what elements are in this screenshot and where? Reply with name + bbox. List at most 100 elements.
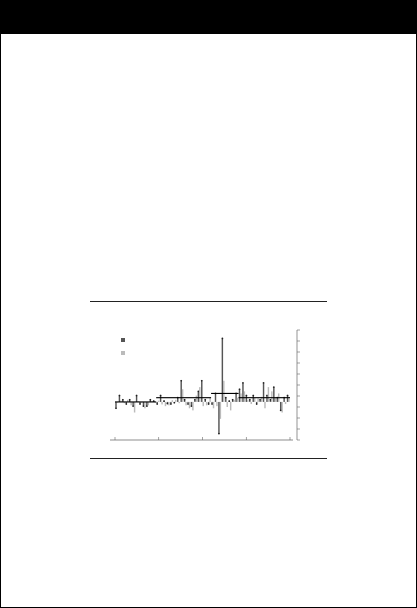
bar <box>264 401 266 409</box>
bar <box>122 399 124 402</box>
bar <box>274 397 276 402</box>
bar-marker <box>255 403 258 405</box>
bar <box>266 395 268 402</box>
bar <box>207 401 210 405</box>
bar <box>161 401 163 405</box>
bar <box>236 397 239 402</box>
bar <box>195 395 198 402</box>
bar <box>202 401 204 407</box>
bar <box>204 399 206 402</box>
bar <box>125 401 128 405</box>
bar <box>276 397 278 402</box>
bar <box>183 399 186 402</box>
bar-marker <box>197 390 200 393</box>
bar <box>187 401 189 405</box>
legend-swatch <box>121 338 125 342</box>
bar-marker <box>266 394 268 397</box>
bar <box>269 399 272 402</box>
bar-marker <box>169 403 172 405</box>
bar-marker <box>269 398 272 401</box>
bar <box>181 389 184 402</box>
bar <box>177 397 179 402</box>
bar <box>288 398 290 402</box>
bar <box>185 401 187 406</box>
bar <box>231 399 234 402</box>
bar-marker <box>194 398 196 401</box>
bar-marker <box>286 394 289 397</box>
bar-marker <box>183 398 186 401</box>
bar-marker <box>242 381 244 384</box>
bar-marker <box>248 398 251 401</box>
bar <box>194 399 196 402</box>
bar <box>123 401 126 404</box>
bar <box>199 387 201 402</box>
bar <box>238 389 241 402</box>
chart-canvas <box>110 329 300 441</box>
bar <box>255 401 258 405</box>
bar <box>157 400 160 402</box>
bar <box>188 401 191 409</box>
bar-marker <box>163 400 165 402</box>
bar-marker <box>200 379 203 382</box>
bar <box>226 401 228 407</box>
bar <box>149 399 152 402</box>
legend-swatch <box>121 351 125 355</box>
bar-marker <box>190 405 193 408</box>
bar <box>273 387 275 402</box>
bar <box>283 397 285 402</box>
bar <box>135 395 138 402</box>
bar <box>247 399 249 402</box>
bar-marker <box>139 403 141 405</box>
bar <box>219 401 222 419</box>
bar <box>120 400 122 402</box>
bar <box>205 401 208 406</box>
bar <box>214 393 217 402</box>
bar <box>267 387 270 402</box>
bar <box>281 401 283 413</box>
bar <box>118 395 121 402</box>
bar-marker <box>228 400 231 402</box>
bar-marker <box>187 403 189 405</box>
bar <box>209 397 211 402</box>
bar-marker <box>218 432 220 435</box>
bar-marker <box>142 405 145 408</box>
bar <box>127 399 129 402</box>
bar-marker <box>173 401 176 404</box>
bar-marker <box>238 388 241 391</box>
bar-marker <box>159 394 162 397</box>
bar <box>279 401 282 411</box>
bar <box>168 401 170 406</box>
bar-marker <box>211 403 213 405</box>
bar <box>257 398 259 402</box>
bar <box>146 401 148 407</box>
bar-chart <box>90 318 327 448</box>
bar <box>235 393 237 402</box>
bar <box>249 399 251 402</box>
bar <box>286 395 289 402</box>
bar <box>271 391 273 402</box>
bar <box>147 401 150 406</box>
bar <box>212 401 215 409</box>
bar <box>180 380 182 402</box>
bar-marker <box>145 405 148 408</box>
bar-marker <box>132 405 135 408</box>
bar <box>115 401 117 409</box>
bar <box>221 338 224 402</box>
figure-top-rule <box>90 301 327 302</box>
bar-marker <box>135 394 138 397</box>
bar <box>262 382 265 402</box>
bar-marker <box>221 337 224 340</box>
bar <box>129 399 131 402</box>
bar-marker <box>245 394 248 397</box>
bar <box>242 382 244 402</box>
bar-marker <box>252 394 255 397</box>
bar <box>229 401 232 411</box>
bar <box>130 401 132 406</box>
bar <box>171 400 174 402</box>
bar-marker <box>166 402 169 405</box>
bar <box>192 401 194 411</box>
bar <box>259 399 261 402</box>
bar <box>132 401 134 407</box>
bar-marker <box>262 381 265 384</box>
